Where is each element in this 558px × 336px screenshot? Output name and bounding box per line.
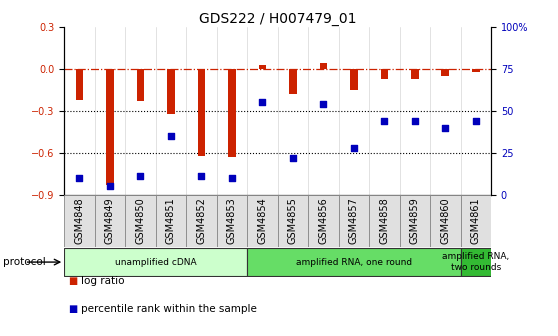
Text: GSM4860: GSM4860	[440, 198, 450, 244]
Bar	[95, 195, 125, 247]
Bar	[278, 195, 308, 247]
Bar	[400, 195, 430, 247]
Bar	[289, 69, 297, 94]
Point	[349, 145, 358, 151]
Bar	[441, 69, 449, 76]
Point	[258, 100, 267, 105]
Text: GSM4852: GSM4852	[196, 198, 206, 244]
Text: ■: ■	[68, 276, 77, 286]
Bar	[167, 69, 175, 114]
Point	[380, 118, 389, 124]
Text: GSM4851: GSM4851	[166, 198, 176, 244]
Title: GDS222 / H007479_01: GDS222 / H007479_01	[199, 12, 357, 26]
Point	[136, 174, 145, 179]
Bar	[430, 195, 460, 247]
Point	[75, 175, 84, 181]
Bar	[64, 195, 95, 247]
Text: ■: ■	[68, 304, 77, 314]
Text: GSM4859: GSM4859	[410, 198, 420, 244]
Text: GSM4853: GSM4853	[227, 198, 237, 244]
Bar	[228, 69, 235, 157]
Bar	[339, 195, 369, 247]
Bar	[217, 195, 247, 247]
Point	[319, 101, 328, 107]
Bar	[258, 65, 266, 69]
Point	[105, 184, 114, 189]
Bar	[411, 69, 418, 79]
Bar	[198, 69, 205, 156]
Bar	[64, 249, 247, 276]
Bar	[156, 195, 186, 247]
Bar	[369, 195, 400, 247]
Point	[288, 155, 297, 161]
Text: amplified RNA,
two rounds: amplified RNA, two rounds	[442, 252, 509, 272]
Bar	[125, 195, 156, 247]
Text: unamplified cDNA: unamplified cDNA	[115, 258, 196, 266]
Bar	[247, 195, 277, 247]
Text: log ratio: log ratio	[81, 276, 124, 286]
Bar	[75, 69, 83, 100]
Text: amplified RNA, one round: amplified RNA, one round	[296, 258, 412, 266]
Text: GSM4858: GSM4858	[379, 198, 389, 244]
Bar	[381, 69, 388, 79]
Bar	[460, 195, 491, 247]
Point	[410, 118, 419, 124]
Point	[472, 118, 480, 124]
Text: GSM4848: GSM4848	[74, 198, 84, 244]
Bar	[186, 195, 217, 247]
Text: GSM4855: GSM4855	[288, 198, 298, 244]
Bar	[472, 69, 480, 72]
Bar	[308, 195, 339, 247]
Bar	[460, 249, 491, 276]
Bar	[320, 63, 327, 69]
Text: GSM4854: GSM4854	[257, 198, 267, 244]
Bar	[106, 69, 114, 185]
Text: protocol: protocol	[3, 257, 46, 267]
Text: percentile rank within the sample: percentile rank within the sample	[81, 304, 257, 314]
Bar	[350, 69, 358, 90]
Point	[166, 133, 175, 139]
Bar	[247, 249, 460, 276]
Point	[228, 175, 237, 181]
Bar	[137, 69, 144, 101]
Text: GSM4856: GSM4856	[319, 198, 328, 244]
Text: GSM4850: GSM4850	[136, 198, 146, 244]
Point	[441, 125, 450, 130]
Text: GSM4861: GSM4861	[471, 198, 481, 244]
Text: GSM4849: GSM4849	[105, 198, 115, 244]
Text: GSM4857: GSM4857	[349, 198, 359, 244]
Point	[197, 174, 206, 179]
